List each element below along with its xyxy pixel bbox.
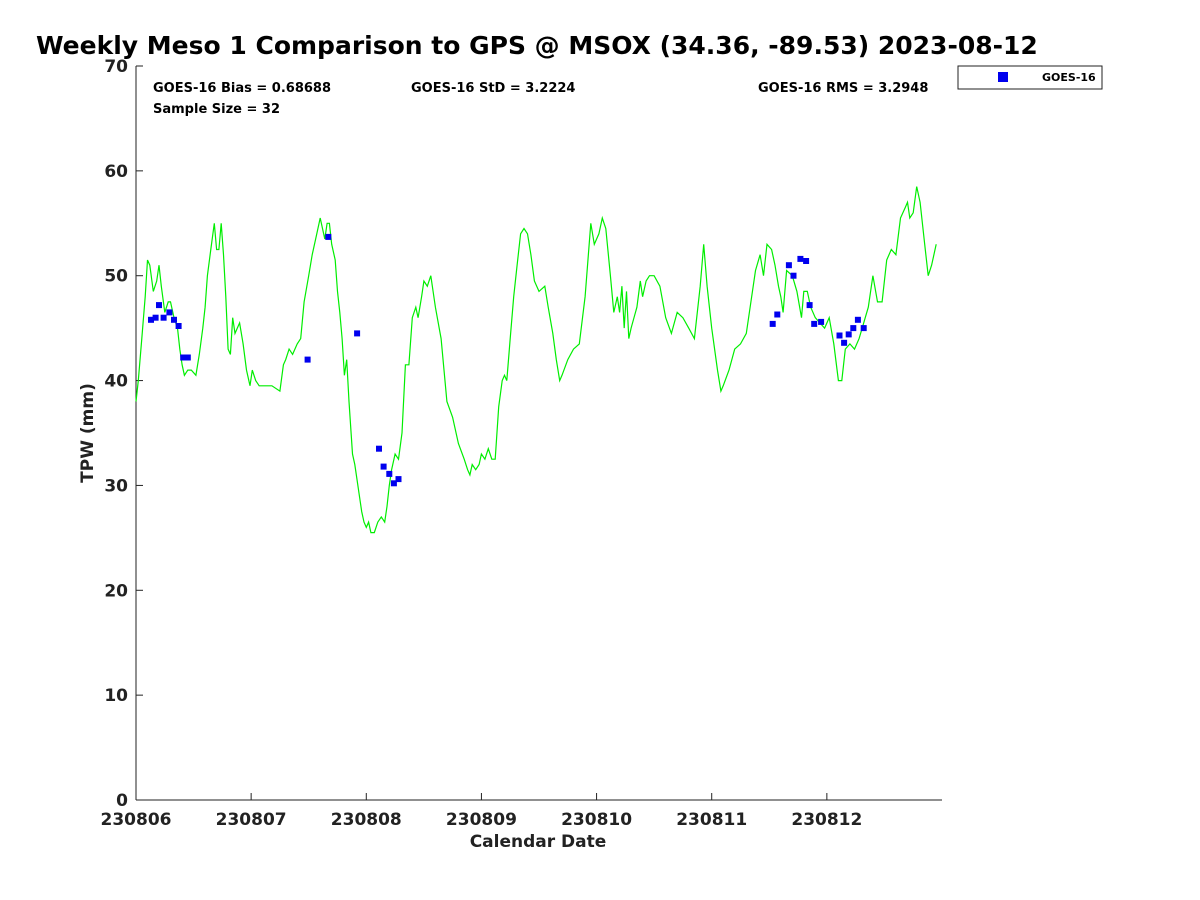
- y-tick-label: 30: [104, 476, 128, 496]
- data-point-goes16: [386, 471, 392, 477]
- stat-rms: GOES-16 RMS = 3.2948: [758, 81, 928, 96]
- data-point-goes16: [846, 331, 852, 337]
- x-tick-label: 230807: [216, 810, 287, 830]
- y-tick-label: 20: [104, 581, 128, 601]
- data-point-goes16: [376, 446, 382, 452]
- y-tick-label: 60: [104, 162, 128, 182]
- data-point-goes16: [161, 315, 167, 321]
- data-point-goes16: [861, 325, 867, 331]
- data-point-goes16: [381, 464, 387, 470]
- data-point-goes16: [156, 302, 162, 308]
- plot-area: [136, 66, 942, 800]
- stat-std: GOES-16 StD = 3.2224: [411, 81, 575, 96]
- x-axis-label: Calendar Date: [470, 832, 607, 852]
- x-tick-label: 230810: [561, 810, 632, 830]
- data-point-goes16: [166, 309, 172, 315]
- data-point-goes16: [841, 340, 847, 346]
- data-point-goes16: [396, 476, 402, 482]
- data-point-goes16: [185, 355, 191, 361]
- y-tick-label: 50: [104, 267, 128, 287]
- data-point-goes16: [811, 321, 817, 327]
- y-tick-label: 40: [104, 372, 128, 392]
- data-point-goes16: [786, 262, 792, 268]
- data-point-goes16: [770, 321, 776, 327]
- data-point-goes16: [855, 317, 861, 323]
- data-point-goes16: [325, 234, 331, 240]
- y-axis-label: TPW (mm): [78, 383, 98, 483]
- data-point-goes16: [354, 330, 360, 336]
- stat-bias: GOES-16 Bias = 0.68688: [153, 81, 331, 96]
- legend-label: GOES-16: [1042, 71, 1096, 84]
- chart-title: Weekly Meso 1 Comparison to GPS @ MSOX (…: [36, 31, 1038, 60]
- data-point-goes16: [850, 325, 856, 331]
- chart: Weekly Meso 1 Comparison to GPS @ MSOX (…: [0, 0, 1200, 900]
- data-point-goes16: [797, 256, 803, 262]
- data-point-goes16: [818, 319, 824, 325]
- data-point-goes16: [837, 333, 843, 339]
- x-tick-label: 230812: [791, 810, 862, 830]
- y-tick-label: 0: [116, 791, 128, 811]
- data-point-goes16: [176, 323, 182, 329]
- data-point-goes16: [774, 312, 780, 318]
- x-tick-label: 230809: [446, 810, 517, 830]
- legend: GOES-16: [958, 66, 1102, 89]
- x-tick-label: 230811: [676, 810, 747, 830]
- y-tick-label: 10: [104, 686, 128, 706]
- y-tick-label: 70: [104, 57, 128, 77]
- stat-sample-size: Sample Size = 32: [153, 102, 280, 117]
- x-tick-label: 230808: [331, 810, 402, 830]
- legend-marker: [998, 72, 1008, 82]
- x-tick-label: 230806: [101, 810, 172, 830]
- data-point-goes16: [153, 315, 159, 321]
- data-point-goes16: [305, 357, 311, 363]
- data-point-goes16: [171, 317, 177, 323]
- data-point-goes16: [791, 273, 797, 279]
- data-point-goes16: [807, 302, 813, 308]
- data-point-goes16: [803, 258, 809, 264]
